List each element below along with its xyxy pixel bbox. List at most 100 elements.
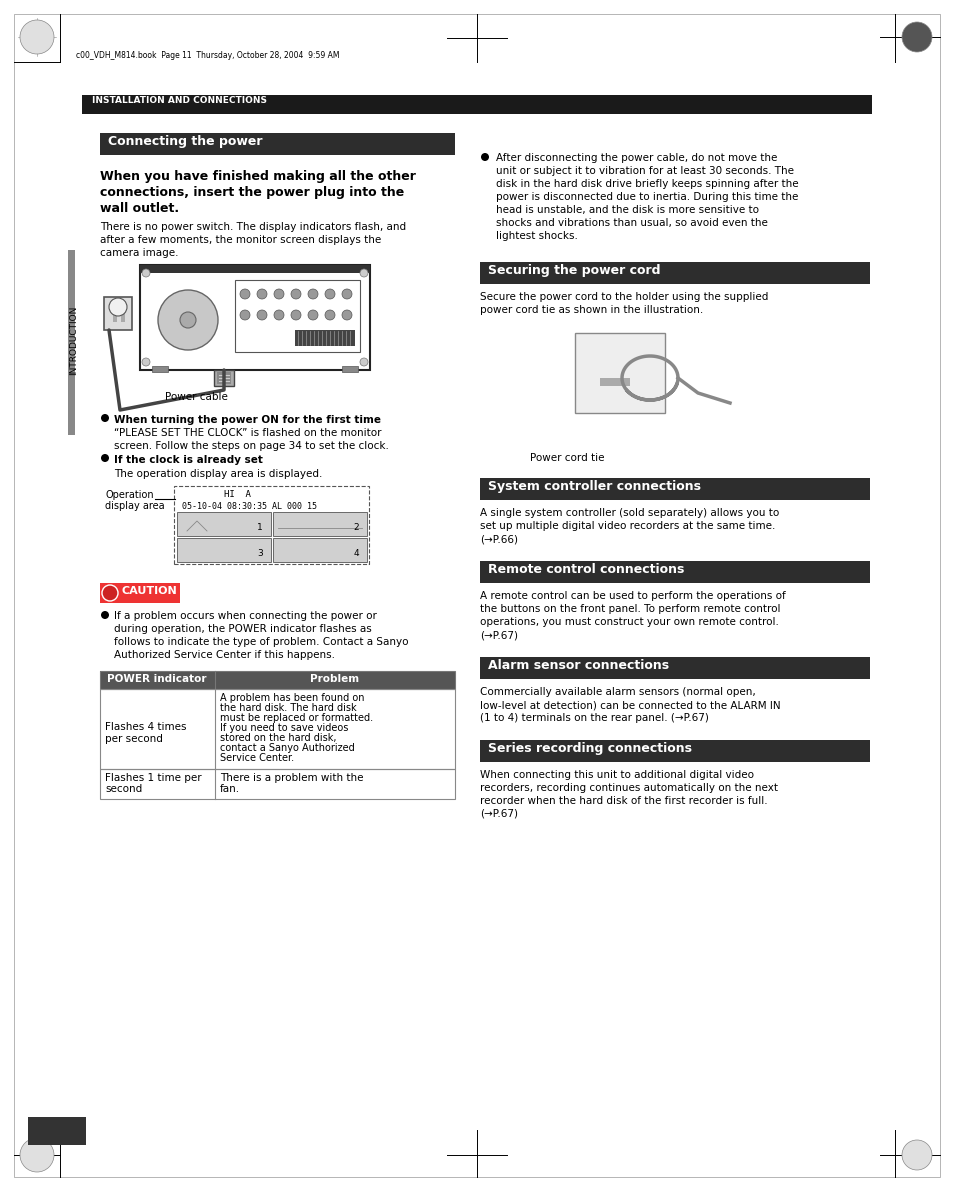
Text: Series recording connections: Series recording connections (488, 742, 691, 755)
Text: screen. Follow the steps on page 34 to set the clock.: screen. Follow the steps on page 34 to s… (113, 441, 389, 451)
Text: Service Center.: Service Center. (220, 753, 294, 763)
Text: display area: display area (105, 501, 165, 511)
Text: power is disconnected due to inertia. During this time the: power is disconnected due to inertia. Du… (496, 192, 798, 202)
Text: 05-10-04 08:30:35 AL 000 15: 05-10-04 08:30:35 AL 000 15 (182, 501, 316, 511)
Circle shape (308, 310, 317, 320)
Circle shape (101, 414, 109, 422)
Text: Alarm sensor connections: Alarm sensor connections (488, 659, 668, 672)
Text: A problem has been found on: A problem has been found on (220, 693, 364, 703)
Text: When you have finished making all the other: When you have finished making all the ot… (100, 170, 416, 183)
Text: 2: 2 (353, 523, 358, 532)
Text: must be replaced or formatted.: must be replaced or formatted. (220, 713, 373, 723)
Bar (100, 133, 455, 155)
Text: Power cable: Power cable (165, 392, 228, 403)
Text: Securing the power cord: Securing the power cord (488, 264, 659, 278)
Circle shape (274, 310, 284, 320)
Text: Power cord tie: Power cord tie (530, 453, 604, 463)
Text: If a problem occurs when connecting the power or: If a problem occurs when connecting the … (113, 611, 376, 621)
Text: second: second (105, 784, 142, 794)
Text: recorders, recording continues automatically on the next: recorders, recording continues automatic… (479, 782, 778, 793)
Bar (479, 478, 869, 500)
Circle shape (341, 289, 352, 299)
Text: Operation: Operation (105, 490, 153, 500)
Text: per second: per second (105, 734, 163, 744)
Circle shape (109, 298, 127, 316)
Bar (100, 769, 455, 799)
Text: Commercially available alarm sensors (normal open,: Commercially available alarm sensors (no… (479, 687, 755, 697)
Circle shape (240, 289, 250, 299)
Bar (479, 657, 869, 679)
Text: INSTALLATION AND CONNECTIONS: INSTALLATION AND CONNECTIONS (91, 96, 267, 105)
Text: 1: 1 (257, 523, 263, 532)
Text: lightest shocks.: lightest shocks. (496, 231, 578, 241)
Bar (273, 538, 367, 562)
Circle shape (291, 289, 301, 299)
Text: A remote control can be used to perform the operations of: A remote control can be used to perform … (479, 591, 785, 601)
Text: the hard disk. The hard disk: the hard disk. The hard disk (220, 703, 356, 713)
Text: “PLEASE SET THE CLOCK” is flashed on the monitor: “PLEASE SET THE CLOCK” is flashed on the… (113, 428, 381, 438)
Text: Remote control connections: Remote control connections (488, 563, 683, 576)
Bar (100, 671, 455, 690)
Text: If you need to save videos: If you need to save videos (220, 723, 348, 732)
Bar (121, 312, 125, 322)
Text: 11: 11 (43, 1120, 71, 1137)
Text: low-level at detection) can be connected to the ALARM IN: low-level at detection) can be connected… (479, 700, 780, 710)
Bar (82, 95, 871, 114)
Bar (100, 690, 455, 769)
Text: After disconnecting the power cable, do not move the: After disconnecting the power cable, do … (496, 152, 777, 163)
Text: recorder when the hard disk of the first recorder is full.: recorder when the hard disk of the first… (479, 796, 767, 806)
Bar (575, 333, 664, 413)
Text: There is a problem with the: There is a problem with the (220, 773, 363, 782)
Bar (479, 561, 869, 584)
Text: Secure the power cord to the holder using the supplied: Secure the power cord to the holder usin… (479, 292, 767, 303)
Text: When connecting this unit to additional digital video: When connecting this unit to additional … (479, 771, 753, 780)
Text: set up multiple digital video recorders at the same time.: set up multiple digital video recorders … (479, 520, 775, 531)
Circle shape (20, 20, 54, 54)
Text: If the clock is already set: If the clock is already set (113, 455, 263, 464)
Bar (213, 370, 233, 386)
Text: CAUTION: CAUTION (122, 586, 177, 596)
Bar (216, 372, 231, 384)
Bar (28, 1117, 86, 1145)
Text: unit or subject it to vibration for at least 30 seconds. The: unit or subject it to vibration for at l… (496, 166, 793, 176)
Text: Problem: Problem (310, 674, 359, 684)
Text: (→P.66): (→P.66) (479, 534, 517, 544)
Circle shape (901, 1140, 931, 1170)
Text: the buttons on the front panel. To perform remote control: the buttons on the front panel. To perfo… (479, 604, 780, 615)
Bar (100, 671, 455, 690)
Text: wall outlet.: wall outlet. (100, 202, 179, 216)
Text: INTRODUCTION: INTRODUCTION (70, 305, 78, 375)
Bar (112, 312, 117, 322)
Bar (68, 250, 75, 435)
Circle shape (901, 21, 931, 52)
Circle shape (341, 310, 352, 320)
Circle shape (359, 269, 368, 278)
Circle shape (256, 310, 267, 320)
Circle shape (142, 358, 150, 366)
Circle shape (158, 289, 218, 350)
Bar (140, 266, 370, 273)
Text: follows to indicate the type of problem. Contact a Sanyo: follows to indicate the type of problem.… (113, 637, 408, 647)
Text: camera image.: camera image. (100, 248, 178, 258)
Text: Flashes 1 time per: Flashes 1 time per (105, 773, 201, 782)
Bar (173, 486, 369, 565)
Bar (599, 378, 629, 386)
Bar (273, 512, 367, 536)
Text: c00_VDH_M814.book  Page 11  Thursday, October 28, 2004  9:59 AM: c00_VDH_M814.book Page 11 Thursday, Octo… (76, 51, 339, 60)
Text: fan.: fan. (220, 784, 240, 794)
Circle shape (325, 310, 335, 320)
Bar (100, 584, 180, 603)
Bar (479, 740, 869, 762)
Text: power cord tie as shown in the illustration.: power cord tie as shown in the illustrat… (479, 305, 702, 314)
Text: during operation, the POWER indicator flashes as: during operation, the POWER indicator fl… (113, 624, 372, 634)
Bar (104, 297, 132, 330)
Text: head is unstable, and the disk is more sensitive to: head is unstable, and the disk is more s… (496, 205, 759, 216)
Text: 3: 3 (257, 549, 263, 559)
Circle shape (256, 289, 267, 299)
Bar (177, 512, 271, 536)
Text: after a few moments, the monitor screen displays the: after a few moments, the monitor screen … (100, 235, 381, 245)
Text: contact a Sanyo Authorized: contact a Sanyo Authorized (220, 743, 355, 753)
Text: (1 to 4) terminals on the rear panel. (→P.67): (1 to 4) terminals on the rear panel. (→… (479, 713, 708, 723)
Circle shape (291, 310, 301, 320)
Circle shape (142, 269, 150, 278)
